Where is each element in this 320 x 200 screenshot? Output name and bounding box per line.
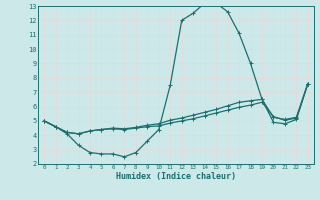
X-axis label: Humidex (Indice chaleur): Humidex (Indice chaleur) — [116, 172, 236, 181]
